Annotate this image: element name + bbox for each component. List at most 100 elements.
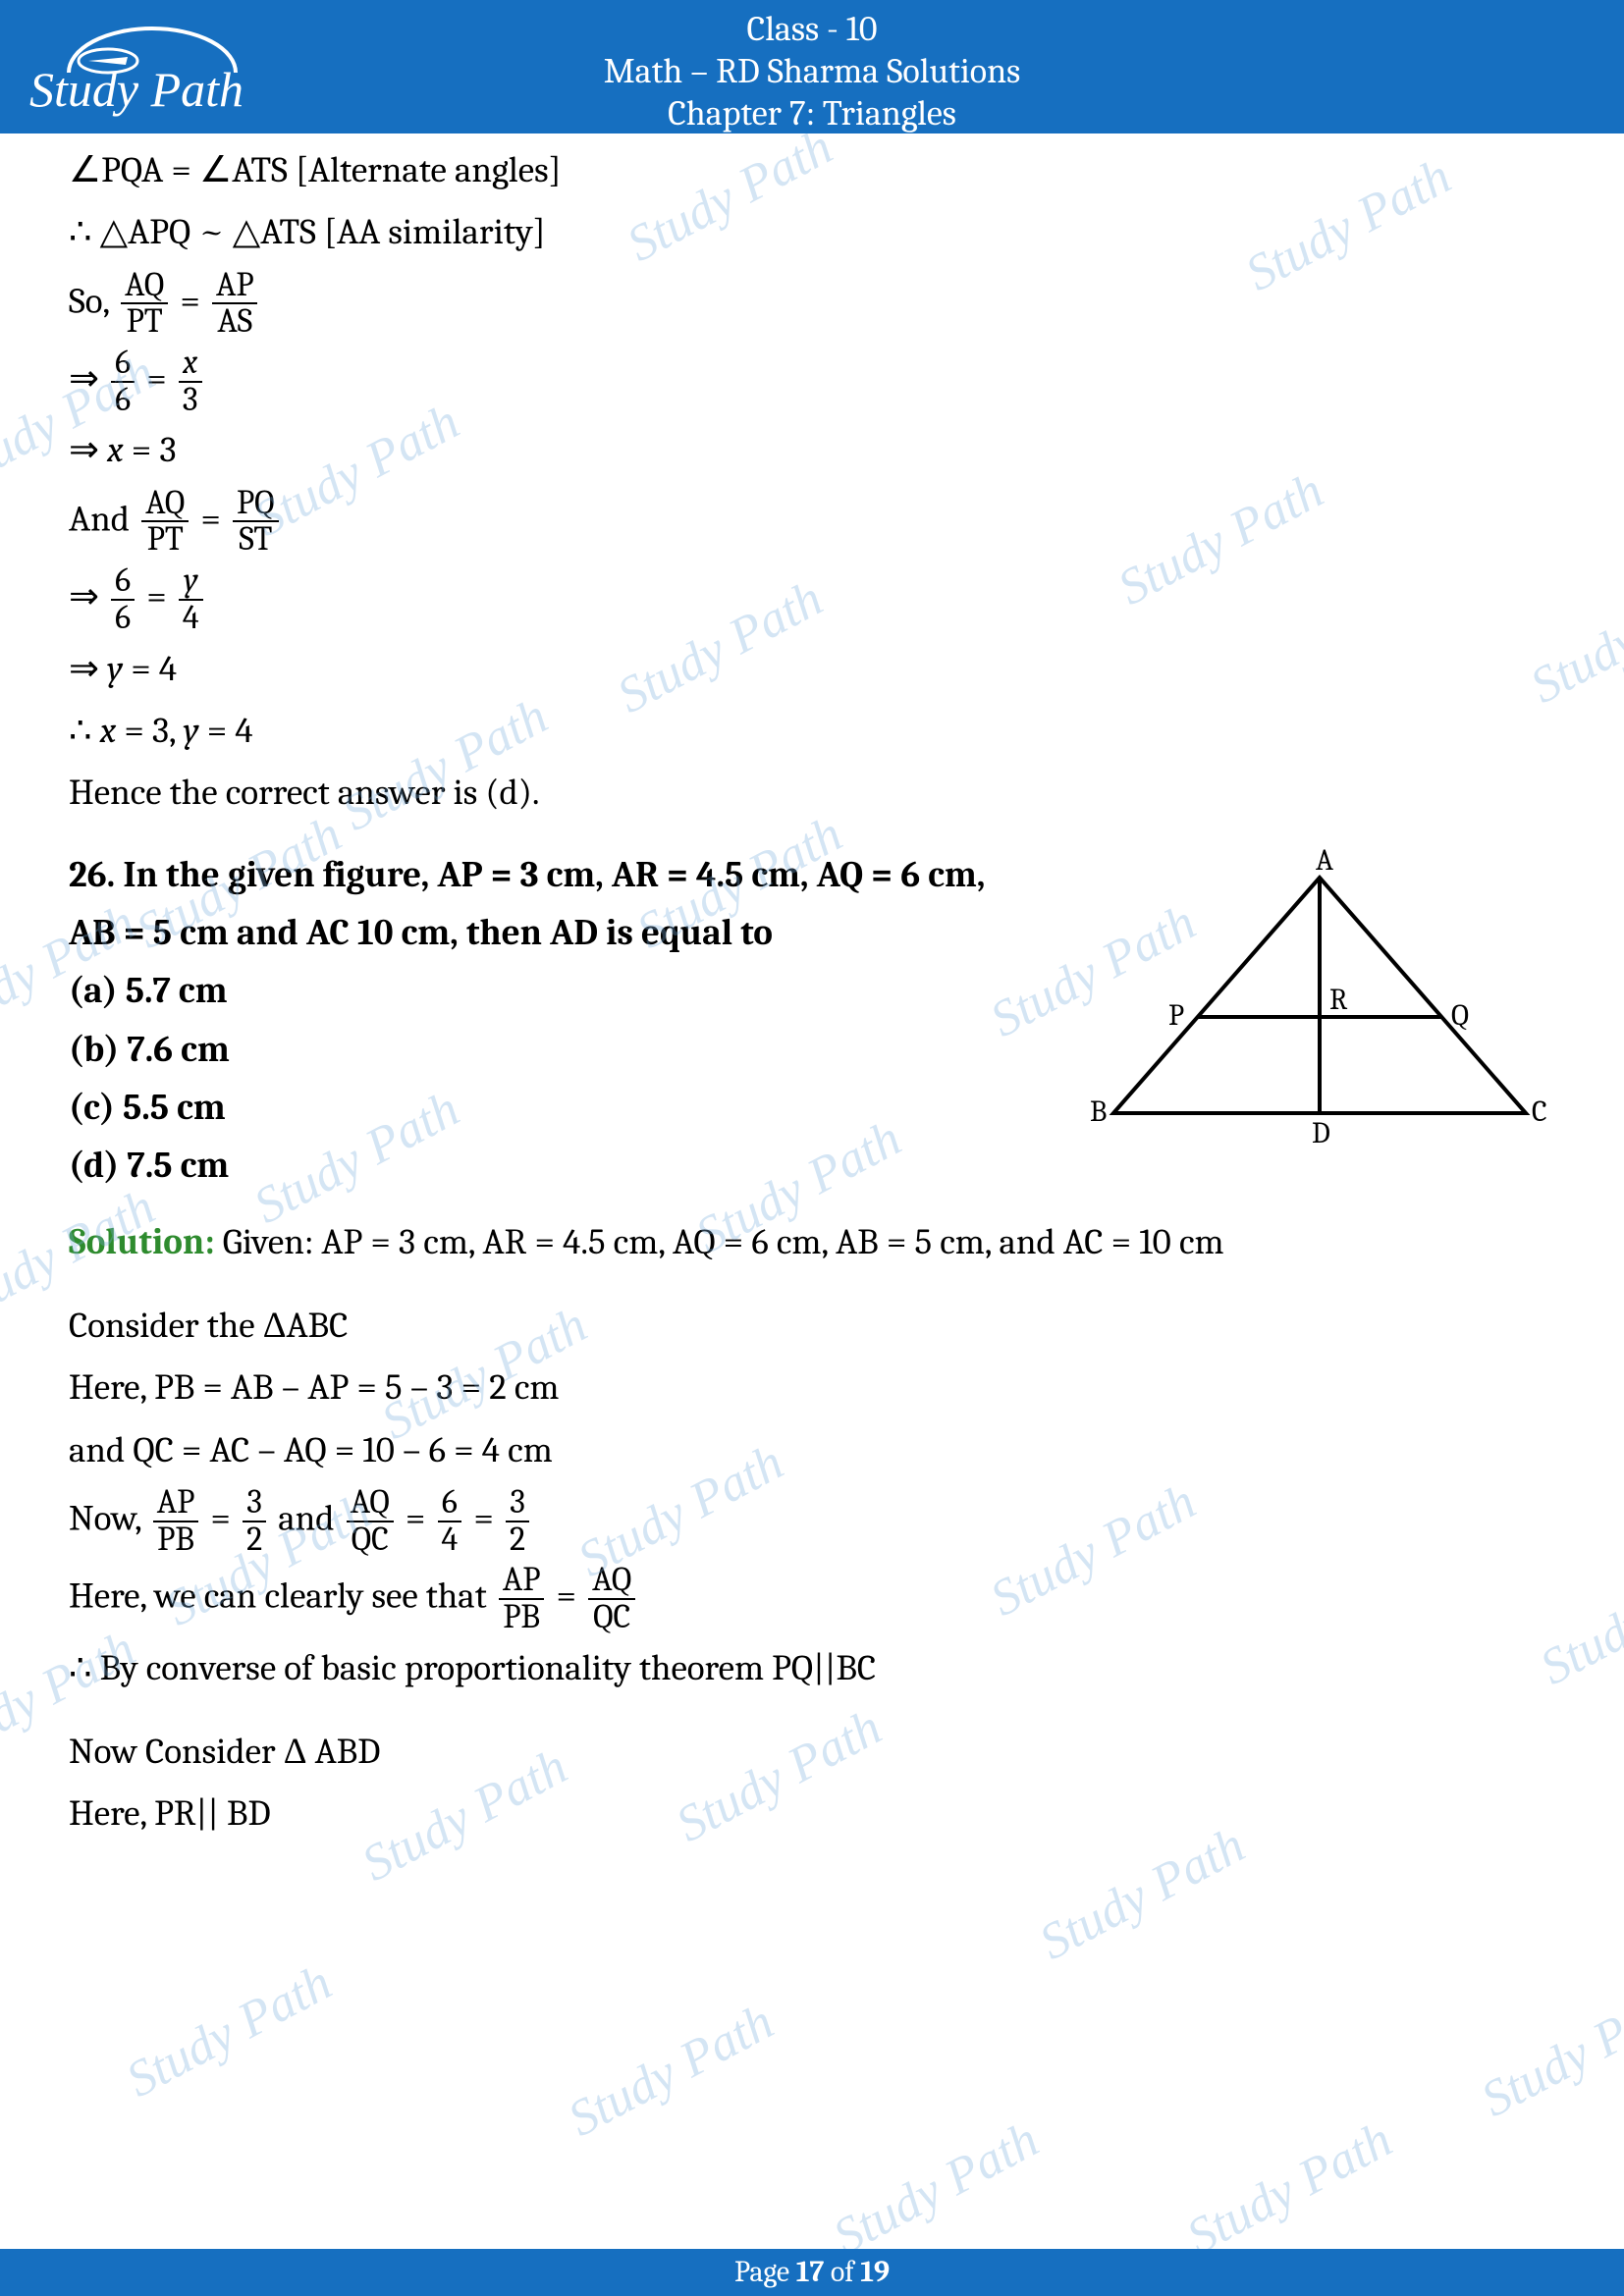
solution-line: Here, PR|| BD xyxy=(69,1787,1555,1842)
label-B: B xyxy=(1090,1095,1107,1129)
solution-line: Solution: Given: AP = 3 cm, AR = 4.5 cm,… xyxy=(69,1215,1555,1271)
triangle-svg: A B C D P Q R xyxy=(1084,848,1555,1162)
numerator: AQ xyxy=(588,1563,635,1598)
text: = xyxy=(200,499,229,540)
numerator: y xyxy=(179,563,203,599)
label-D: D xyxy=(1312,1116,1330,1150)
footer-total: 19 xyxy=(860,2255,890,2289)
step-line: ∴ x = 3, y = 4 xyxy=(69,704,1555,760)
var: x xyxy=(100,711,117,752)
numerator: AQ xyxy=(141,486,189,521)
fraction: AQPT xyxy=(141,486,189,558)
text: Here, we can clearly see that xyxy=(69,1576,495,1618)
fraction: AQQC xyxy=(588,1563,635,1634)
var: y xyxy=(107,649,123,690)
numerator: AQ xyxy=(121,268,168,303)
step-line: ⇒ x = 3 xyxy=(69,423,1555,479)
watermark: Study Path xyxy=(1472,1973,1624,2129)
text: = xyxy=(210,1498,239,1539)
text: = 3, xyxy=(116,711,183,752)
denominator: PT xyxy=(141,520,189,558)
label-A: A xyxy=(1316,848,1333,878)
solution-line: Now Consider Δ ABD xyxy=(69,1725,1555,1781)
text: And xyxy=(69,499,137,540)
denominator: 6 xyxy=(111,381,135,418)
solution-line: and QC = AC – AQ = 10 – 6 = 4 cm xyxy=(69,1423,1555,1479)
watermark: Study Path xyxy=(117,1953,341,2109)
denominator: ST xyxy=(233,520,279,558)
watermark: Study Path xyxy=(1177,2110,1401,2267)
footer-mid: of xyxy=(824,2255,860,2289)
solution-line: Now, APPB = 32 and AQQC = 64 = 32 xyxy=(69,1485,1555,1557)
option-d: (d) 7.5 cm xyxy=(69,1139,1064,1195)
denominator: 4 xyxy=(179,599,203,636)
text: ∴ xyxy=(69,711,100,752)
text: Given: AP = 3 cm, AR = 4.5 cm, AQ = 6 cm… xyxy=(215,1222,1224,1263)
fraction: 32 xyxy=(506,1485,529,1557)
label-R: R xyxy=(1329,983,1348,1017)
numerator: AP xyxy=(212,268,258,303)
denominator: AS xyxy=(212,302,258,340)
step-line: ⇒ 66 = y4 xyxy=(69,563,1555,635)
numerator: AP xyxy=(499,1563,545,1598)
denominator: PT xyxy=(121,302,168,340)
text: = 4 xyxy=(199,711,253,752)
page-header: Study Path Class - 10 Math – RD Sharma S… xyxy=(0,0,1624,133)
numerator: x xyxy=(179,346,202,381)
solution-line: Here, we can clearly see that APPB = AQQ… xyxy=(69,1563,1555,1634)
watermark: Study Path xyxy=(824,2110,1048,2267)
step-line: And AQPT = PQST xyxy=(69,486,1555,558)
numerator: 6 xyxy=(111,346,135,381)
page-footer: Page 17 of 19 xyxy=(0,2249,1624,2296)
solution-label: Solution: xyxy=(69,1222,215,1263)
question-line: AB = 5 cm and AC 10 cm, then AD is equal… xyxy=(69,906,1064,962)
text: ⇒ xyxy=(69,576,107,617)
denominator: 2 xyxy=(243,1521,266,1558)
denominator: PB xyxy=(153,1521,199,1558)
question-line: 26. In the given figure, AP = 3 cm, AR =… xyxy=(69,848,1064,904)
denominator: 4 xyxy=(438,1521,462,1558)
option-c: (c) 5.5 cm xyxy=(69,1081,1064,1137)
var: x xyxy=(107,430,124,471)
text: So, xyxy=(69,281,117,322)
text: ⇒ xyxy=(69,358,107,400)
numerator: AP xyxy=(153,1485,199,1521)
fraction: 32 xyxy=(243,1485,266,1557)
watermark: Study Path xyxy=(559,1993,783,2149)
step-line: ⇒ y = 4 xyxy=(69,642,1555,698)
step-line: ∴ △APQ ~ △ATS [AA similarity] xyxy=(69,205,1555,261)
logo: Study Path xyxy=(29,14,245,122)
option-b: (b) 7.6 cm xyxy=(69,1023,1064,1079)
option-a: (a) 5.7 cm xyxy=(69,964,1064,1020)
numerator: AQ xyxy=(347,1485,394,1521)
solution-line: Here, PB = AB – AP = 5 – 3 = 2 cm xyxy=(69,1361,1555,1416)
fraction: APPB xyxy=(153,1485,199,1557)
denominator: 3 xyxy=(179,381,202,418)
numerator: PQ xyxy=(233,486,279,521)
fraction: 64 xyxy=(438,1485,462,1557)
var: y xyxy=(184,711,199,752)
text: = xyxy=(406,1498,434,1539)
numerator: 3 xyxy=(506,1485,529,1521)
page-content: ∠PQA = ∠ATS [Alternate angles] ∴ △APQ ~ … xyxy=(0,133,1624,1843)
answer-line: Hence the correct answer is (d). xyxy=(69,766,1555,822)
fraction: AQQC xyxy=(347,1485,394,1557)
fraction: AQPT xyxy=(121,268,168,340)
denominator: QC xyxy=(588,1598,635,1635)
text: and xyxy=(278,1498,342,1539)
fraction: 66 xyxy=(111,563,135,635)
solution-line: ∴ By converse of basic proportionality t… xyxy=(69,1641,1555,1697)
text: = xyxy=(180,281,208,322)
denominator: 2 xyxy=(506,1521,529,1558)
fraction: x3 xyxy=(179,346,202,417)
question-26: 26. In the given figure, AP = 3 cm, AR =… xyxy=(69,848,1555,1198)
text: = xyxy=(473,1498,502,1539)
text: ⇒ xyxy=(69,649,107,690)
step-line: ⇒ 66 = x3 xyxy=(69,346,1555,417)
solution-line: Consider the ΔABC xyxy=(69,1299,1555,1355)
footer-pre: Page xyxy=(734,2255,796,2289)
numerator: 3 xyxy=(243,1485,266,1521)
label-P: P xyxy=(1168,998,1184,1033)
denominator: PB xyxy=(499,1598,545,1635)
numerator: 6 xyxy=(111,563,135,599)
